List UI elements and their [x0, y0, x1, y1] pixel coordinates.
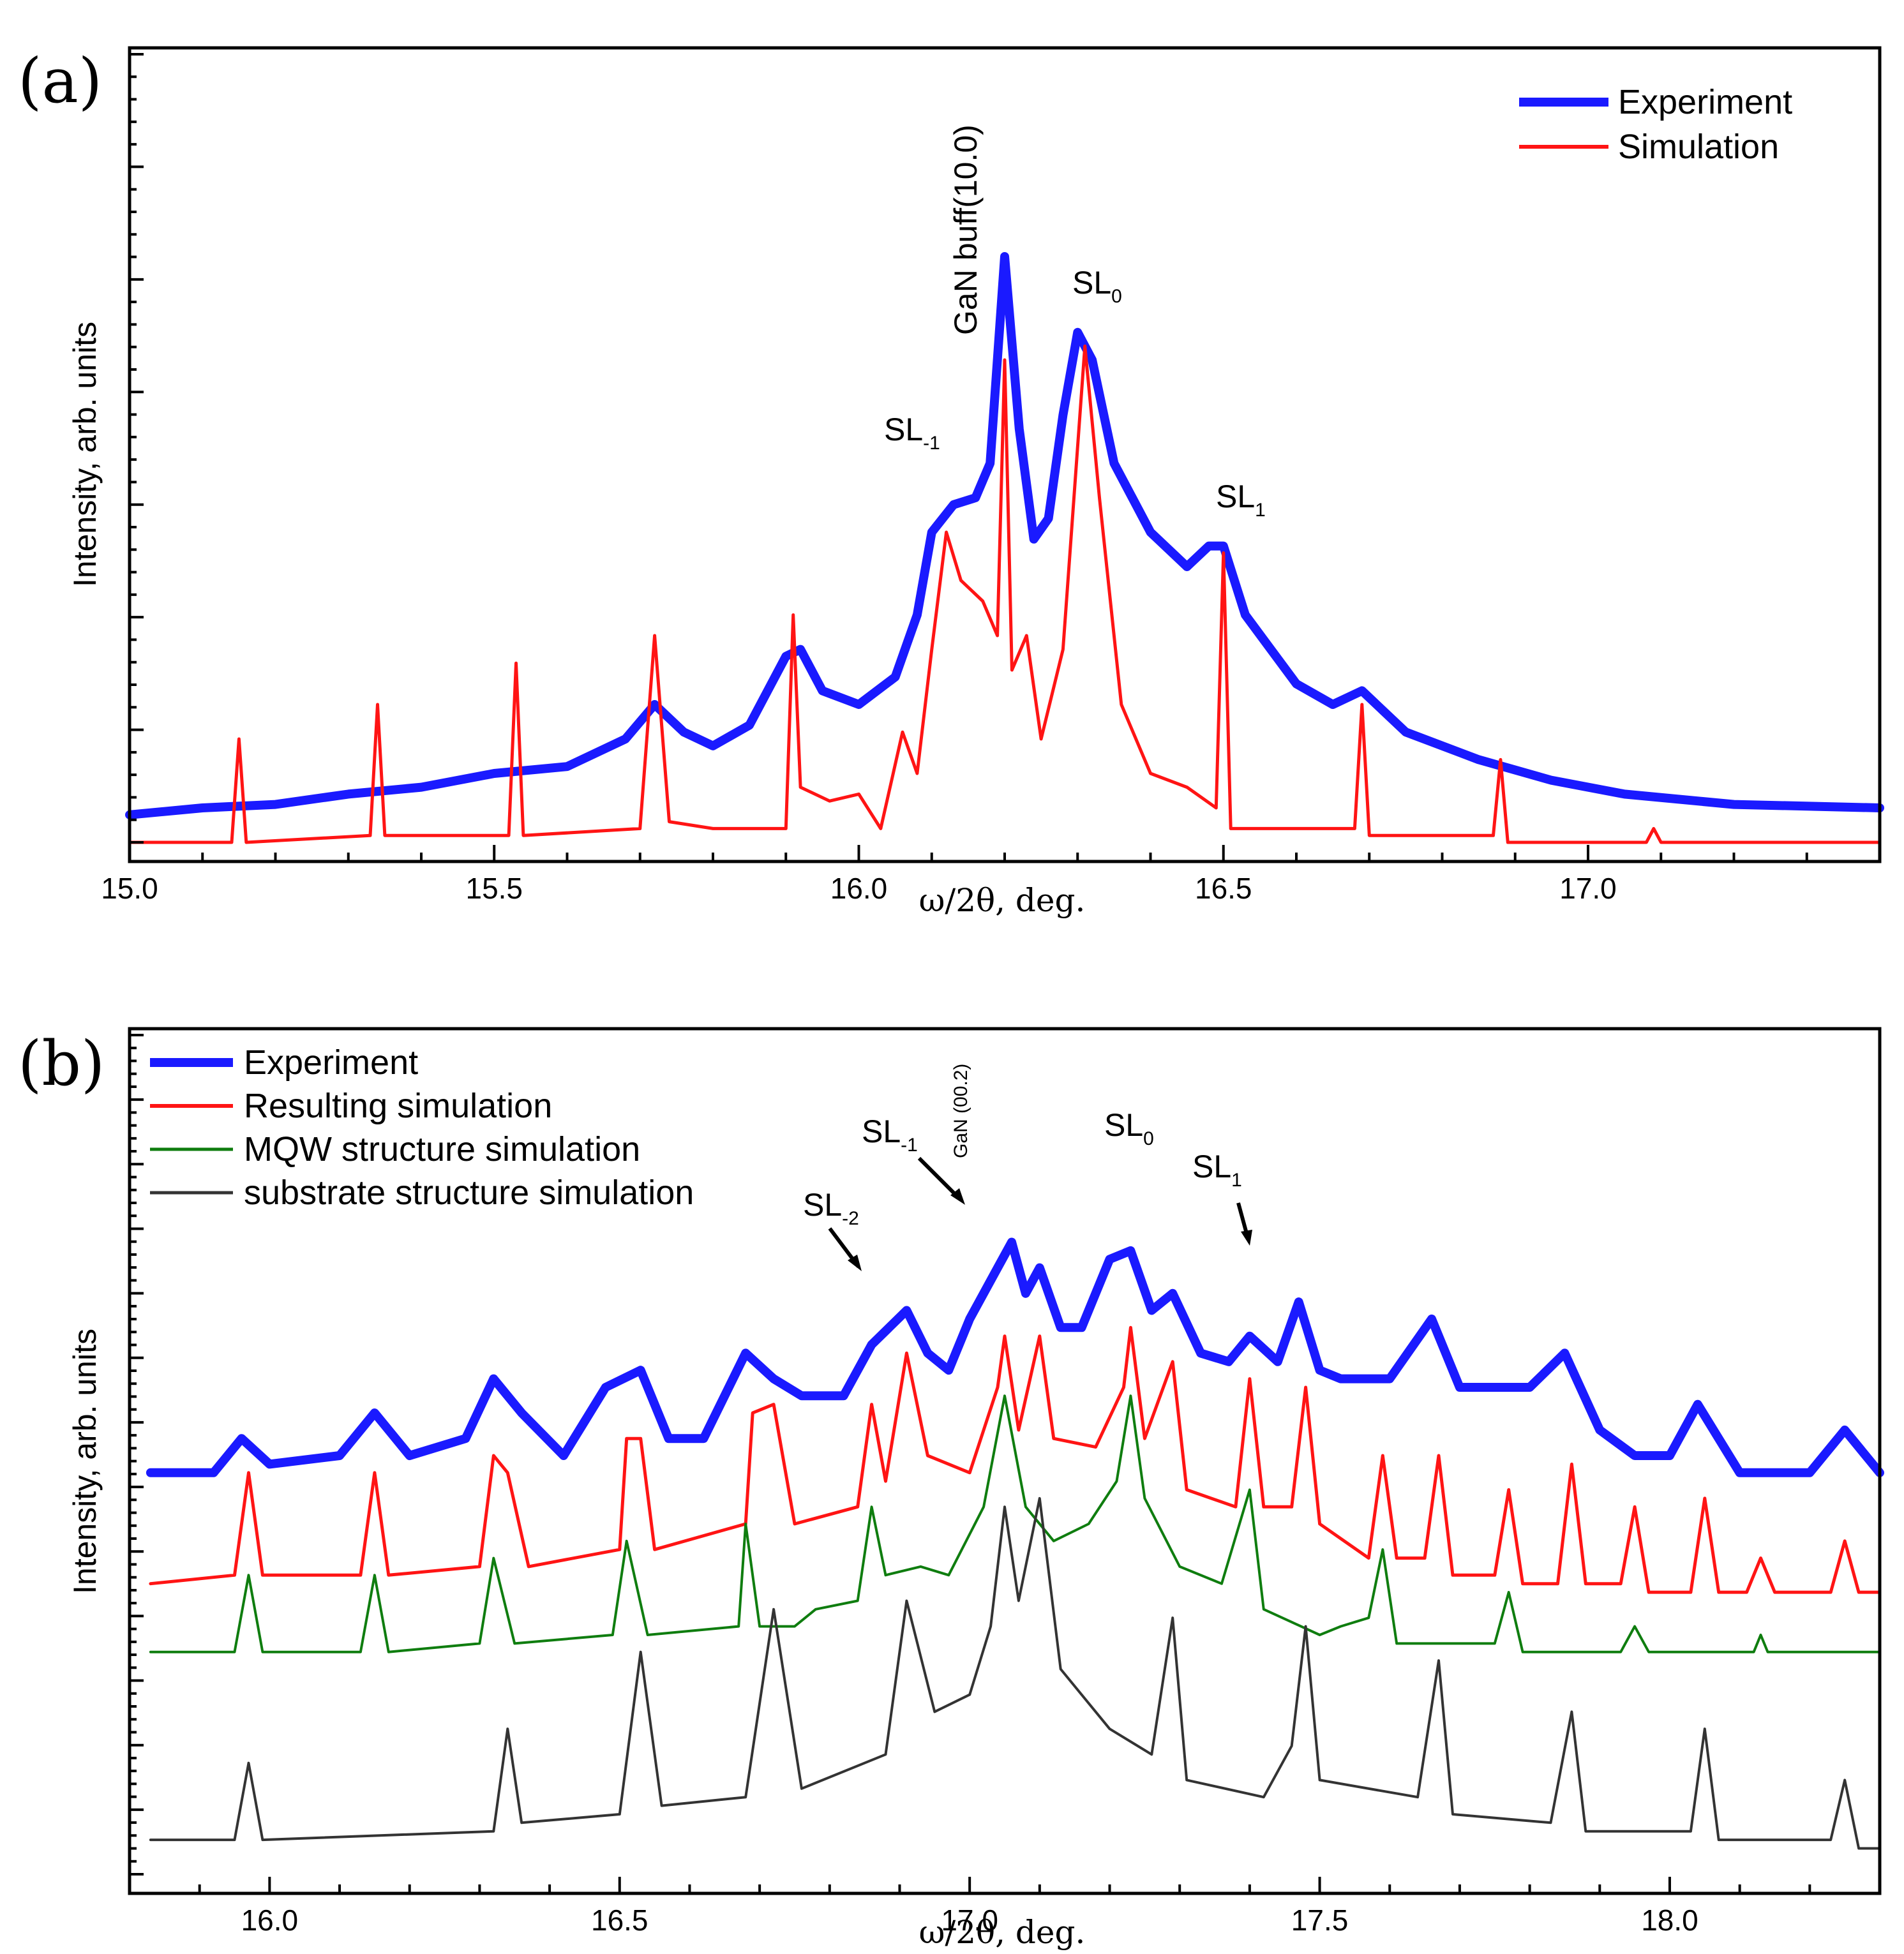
- series-b-substrate-structure-simulation: [149, 1496, 1881, 1850]
- panel-a-x-axis-title: ω/2θ, deg.: [919, 882, 1086, 919]
- anno-a-sl0-base: SL: [1072, 265, 1111, 301]
- panel-b: (b) 16.0 16.5 17.0 17.5 18.0 Intensity, arb.…: [18, 1027, 1884, 1951]
- panel-a-y-axis-title: Intensity, arb. units: [67, 322, 103, 587]
- legend-b-label-resulting: Resulting simulation: [244, 1087, 552, 1125]
- series-b-mqw-structure-simulation: [149, 1394, 1881, 1653]
- panel-b-y-axis-title: Intensity, arb. units: [67, 1329, 103, 1594]
- panel-b-x-axis-title: ω/2θ, deg.: [919, 1914, 1086, 1951]
- anno-b-sl-minus2: SL-2: [803, 1187, 859, 1229]
- legend-b-label-mqw: MQW structure simulation: [244, 1130, 640, 1168]
- panel-a-label: (a): [18, 45, 102, 117]
- series-b-resulting-simulation: [149, 1325, 1882, 1594]
- x-tick-label-a: 15.5: [465, 872, 523, 905]
- x-tick-label-b: 18.0: [1641, 1904, 1698, 1937]
- anno-b-sl-minus1-base: SL: [862, 1114, 901, 1149]
- panel-a: (a) 15.0 15.5 16.0 16.5 17.0 Intensity, arb.…: [18, 45, 1884, 919]
- legend-a-label-simulation: Simulation: [1618, 128, 1779, 166]
- anno-b-sl-minus1: SL-1: [862, 1114, 918, 1156]
- anno-a-sl-minus1-base: SL: [884, 412, 923, 447]
- anno-a-sl1-sub: 1: [1255, 500, 1266, 521]
- panel-b-annotations: GaN (00.2) SL-2 SL-1 SL0 SL1: [803, 1064, 1252, 1271]
- panel-a-annotations: GaN buff(10.0) SL-1 SL0 SL1: [884, 124, 1266, 521]
- anno-b-sl1-base: SL: [1192, 1149, 1231, 1184]
- legend-a-label-experiment: Experiment: [1618, 83, 1792, 121]
- x-tick-label-b: 16.5: [591, 1904, 648, 1937]
- series-b-experiment: [146, 1237, 1884, 1477]
- x-tick-label-a: 16.5: [1195, 872, 1252, 905]
- x-tick-label-b: 17.5: [1291, 1904, 1349, 1937]
- panel-a-plot-area: [125, 252, 1884, 844]
- panel-b-label: (b): [18, 1028, 105, 1100]
- legend-b-label-experiment: Experiment: [244, 1043, 418, 1082]
- arrow-b-sl-minus2-head: [848, 1255, 862, 1271]
- x-tick-label-a: 16.0: [830, 872, 888, 905]
- anno-b-sl-minus2-sub: -2: [842, 1208, 859, 1229]
- anno-a-sl-minus1-sub: -1: [923, 433, 940, 454]
- panel-b-y-ticks: [130, 1034, 144, 1876]
- anno-a-sl1: SL1: [1216, 479, 1266, 521]
- panel-a-frame: [128, 46, 1882, 863]
- panel-a-y-ticks: [130, 53, 144, 844]
- anno-b-sl1: SL1: [1192, 1149, 1242, 1191]
- anno-a-sl0: SL0: [1072, 265, 1122, 307]
- arrow-b-sl1-head: [1241, 1230, 1252, 1246]
- x-tick-label-a: 15.0: [101, 872, 158, 905]
- x-tick-label-b: 16.0: [241, 1904, 299, 1937]
- panel-a-legend: Experiment Simulation: [1519, 83, 1792, 166]
- anno-a-sl-minus1: SL-1: [884, 412, 940, 454]
- series-a-experiment: [125, 252, 1884, 819]
- x-tick-label-b: 17.0: [941, 1904, 998, 1937]
- panel-b-plot-area: [146, 1237, 1884, 1850]
- anno-a-sl0-sub: 0: [1111, 286, 1122, 307]
- panel-b-x-ticks: 16.0 16.5 17.0 17.5 18.0: [128, 1877, 1881, 1937]
- anno-b-sl0-sub: 0: [1143, 1128, 1154, 1149]
- panel-a-x-ticks: 15.0 15.5 16.0 16.5 17.0: [101, 845, 1881, 905]
- anno-b-sl0: SL0: [1104, 1107, 1154, 1149]
- arrow-b-sl-minus1-head: [950, 1188, 965, 1205]
- legend-b-label-substrate: substrate structure simulation: [244, 1174, 694, 1212]
- anno-b-sl1-sub: 1: [1231, 1170, 1242, 1191]
- anno-b-gan-002: GaN (00.2): [950, 1064, 971, 1158]
- series-a-simulation: [128, 344, 1882, 844]
- x-tick-label-a: 17.0: [1559, 872, 1617, 905]
- anno-a-sl1-base: SL: [1216, 479, 1255, 514]
- panel-b-legend: Experiment Resulting simulation MQW stru…: [150, 1043, 694, 1212]
- anno-a-gan-buff: GaN buff(10.0): [948, 124, 984, 335]
- anno-b-sl0-base: SL: [1104, 1107, 1143, 1143]
- anno-b-sl-minus2-base: SL: [803, 1187, 842, 1223]
- anno-b-sl-minus1-sub: -1: [901, 1135, 918, 1156]
